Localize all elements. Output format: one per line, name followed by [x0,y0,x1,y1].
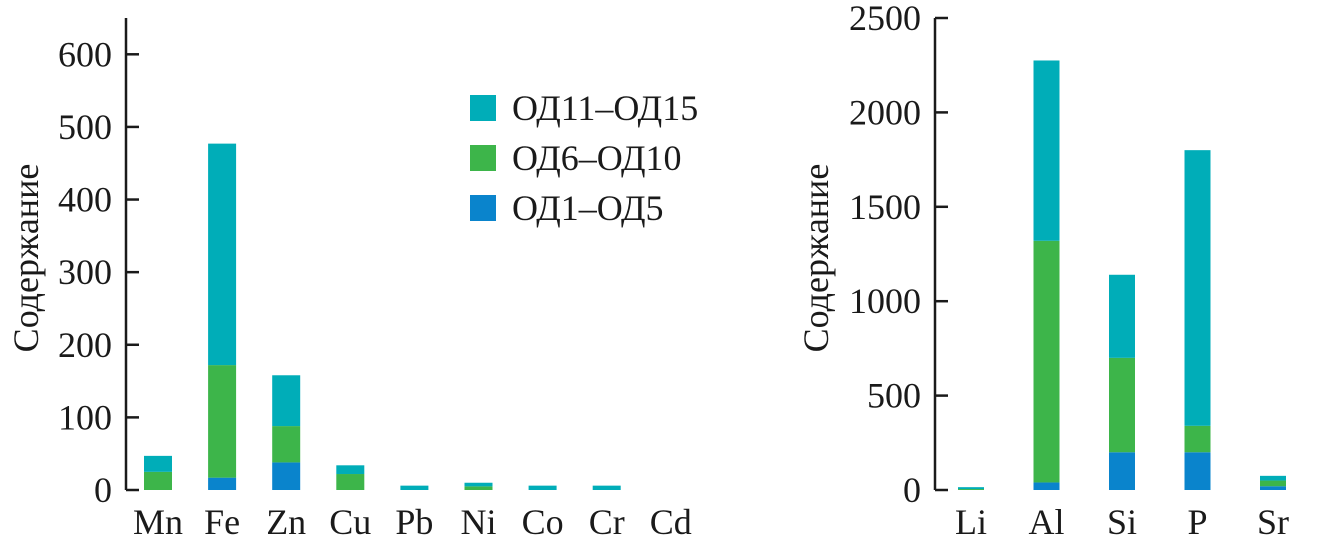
y-axis-title: Содержание [796,164,836,353]
legend: ОД11–ОД15 ОД6–ОД10 ОД1–ОД5 [470,88,698,228]
y-tick-label: 0 [903,470,921,510]
y-tick-label: 100 [58,397,112,437]
bar-segment-zn-од6-од10 [272,426,301,463]
y-tick-label: 2000 [849,92,921,132]
x-category-label-cu: Cu [329,502,371,542]
bar-segment-li-од11-од15 [958,487,984,490]
x-category-label-co: Co [522,502,564,542]
x-category-label-cr: Cr [589,502,625,542]
y-tick-label: 1000 [849,281,921,321]
bar-segment-p-од6-од10 [1184,425,1211,453]
bar-segment-pb-од11-од15 [400,485,429,490]
x-category-label-zn: Zn [266,502,306,542]
legend-label-од1-од5: ОД1–ОД5 [512,188,664,228]
x-category-label-sr: Sr [1257,502,1289,542]
bar-segment-p-од11-од15 [1184,150,1211,426]
legend-swatch-од1-од5 [470,195,496,221]
x-category-label-li: Li [955,502,987,542]
bar-segment-fe-од1-од5 [208,477,237,490]
y-tick-label: 200 [58,325,112,365]
bar-segment-si-од1-од5 [1109,452,1135,490]
bar-segment-cr-од11-од15 [592,485,621,490]
x-category-label-cd: Cd [650,502,692,542]
bar-segment-al-од11-од15 [1033,60,1060,241]
legend-label-од6-од10: ОД6–ОД10 [512,138,682,178]
y-tick-label: 300 [58,252,112,292]
bar-segment-li-од6-од10 [958,489,984,490]
y-tick-label: 0 [94,470,112,510]
x-category-label-p: P [1187,502,1207,542]
chart-right-light-elements: 0 500 1000 1500 2000 2500 Содержание Li Al Si P Sr [796,0,1289,542]
bar-segment-ni-од6-од10 [464,486,493,490]
x-category-label-si: Si [1107,502,1137,542]
x-category-label-ni: Ni [461,502,497,542]
bar-segment-al-од1-од5 [1033,482,1060,490]
bar-segment-zn-од11-од15 [272,375,301,427]
x-category-label-pb: Pb [395,502,433,542]
y-axis-title: Содержание [6,164,46,353]
bar-segment-al-од6-од10 [1033,240,1060,483]
bar-segment-sr-од1-од5 [1260,486,1286,490]
chart-left-heavy-metals: 0 100 200 300 400 500 600 Содержание Mn Fe Zn Cu Pb N… [6,18,698,542]
bar-segment-ni-од11-од15 [464,482,493,487]
bar-segment-cu-од6-од10 [336,474,365,490]
bar-segment-sr-од6-од10 [1260,480,1286,487]
y-tick-label: 400 [58,180,112,220]
bar-segment-zn-од1-од5 [272,462,301,490]
y-tick-label: 500 [58,107,112,147]
y-tick-label: 500 [867,376,921,416]
bar-segment-si-од6-од10 [1109,357,1135,453]
bar-segment-fe-од6-од10 [208,365,237,478]
legend-swatch-од11-од15 [470,95,496,121]
x-category-label-mn: Mn [133,502,183,542]
x-category-label-al: Al [1029,502,1065,542]
bar-segment-co-од11-од15 [528,485,557,490]
legend-label-од11-од15: ОД11–ОД15 [512,88,698,128]
legend-swatch-од6-од10 [470,145,496,171]
y-tick-label: 1500 [849,187,921,227]
bar-segment-fe-од11-од15 [208,143,237,366]
bar-segment-si-од11-од15 [1109,274,1135,358]
y-tick-label: 2500 [849,0,921,38]
bar-segment-p-од1-од5 [1184,452,1211,490]
bar-segment-sr-од11-од15 [1260,475,1286,481]
y-tick-label: 600 [58,34,112,74]
bar-segment-mn-од11-од15 [144,455,172,472]
bar-segment-cu-од11-од15 [336,465,365,475]
bar-segment-mn-од6-од10 [144,471,172,490]
x-category-label-fe: Fe [204,502,240,542]
